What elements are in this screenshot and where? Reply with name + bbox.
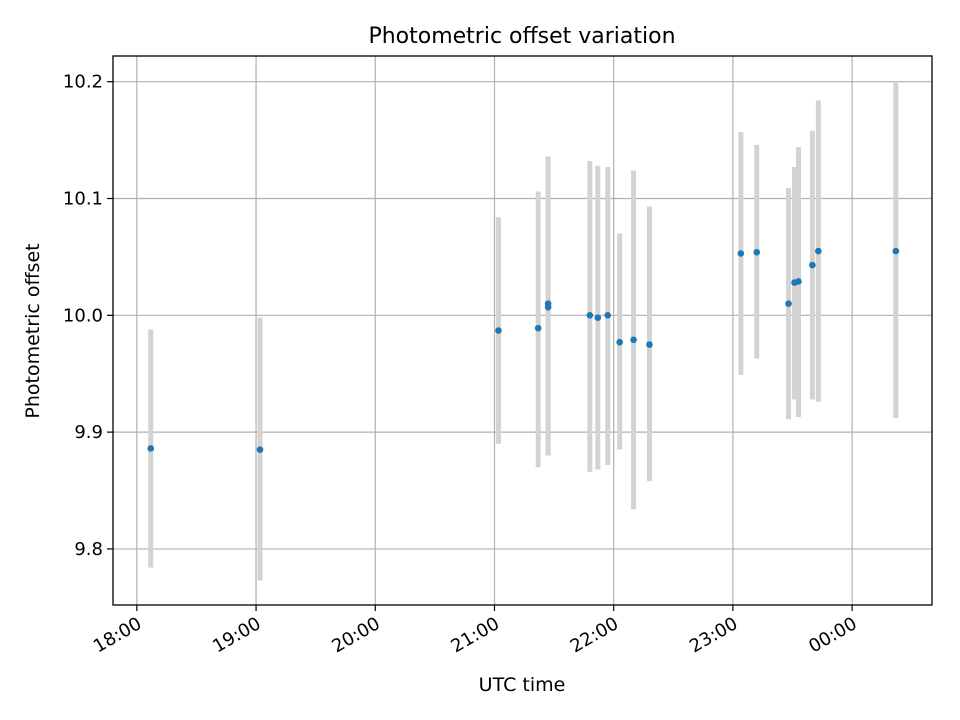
- data-point: [785, 300, 792, 307]
- y-tick-label: 9.8: [74, 539, 103, 560]
- x-tick-label: 22:00: [567, 613, 622, 657]
- data-point: [795, 278, 802, 285]
- data-point: [892, 247, 900, 255]
- data-point: [147, 445, 155, 452]
- data-point: [616, 338, 623, 346]
- data-point: [534, 324, 542, 332]
- data-point: [604, 312, 612, 319]
- data-point: [737, 250, 745, 257]
- data-point: [495, 327, 502, 334]
- x-tick-label: 00:00: [805, 613, 860, 657]
- data-point: [544, 303, 552, 311]
- x-tick-label: 19:00: [209, 613, 264, 657]
- y-tick-label: 9.9: [74, 422, 103, 443]
- x-axis-label: UTC time: [479, 674, 566, 696]
- data-point: [630, 336, 637, 344]
- plot-background: [113, 56, 932, 605]
- data-point: [646, 341, 653, 348]
- y-tick-label: 10.1: [63, 189, 103, 210]
- x-tick-label: 20:00: [328, 613, 383, 657]
- x-tick-label: 21:00: [448, 613, 503, 657]
- y-tick-label: 10.0: [63, 305, 103, 326]
- plot-frame: [112, 55, 933, 606]
- y-tick-label: 10.2: [63, 72, 103, 93]
- x-tick-label: 18:00: [90, 613, 145, 657]
- data-point: [753, 248, 761, 256]
- data-point: [809, 261, 816, 269]
- data-point: [586, 312, 594, 319]
- data-point: [815, 247, 822, 255]
- chart-title: Photometric offset variation: [368, 24, 675, 49]
- point-layer: [147, 247, 900, 453]
- data-point: [256, 446, 264, 453]
- y-axis-label: Photometric offset: [22, 243, 44, 418]
- data-point: [594, 314, 602, 321]
- x-tick-label: 23:00: [686, 613, 741, 657]
